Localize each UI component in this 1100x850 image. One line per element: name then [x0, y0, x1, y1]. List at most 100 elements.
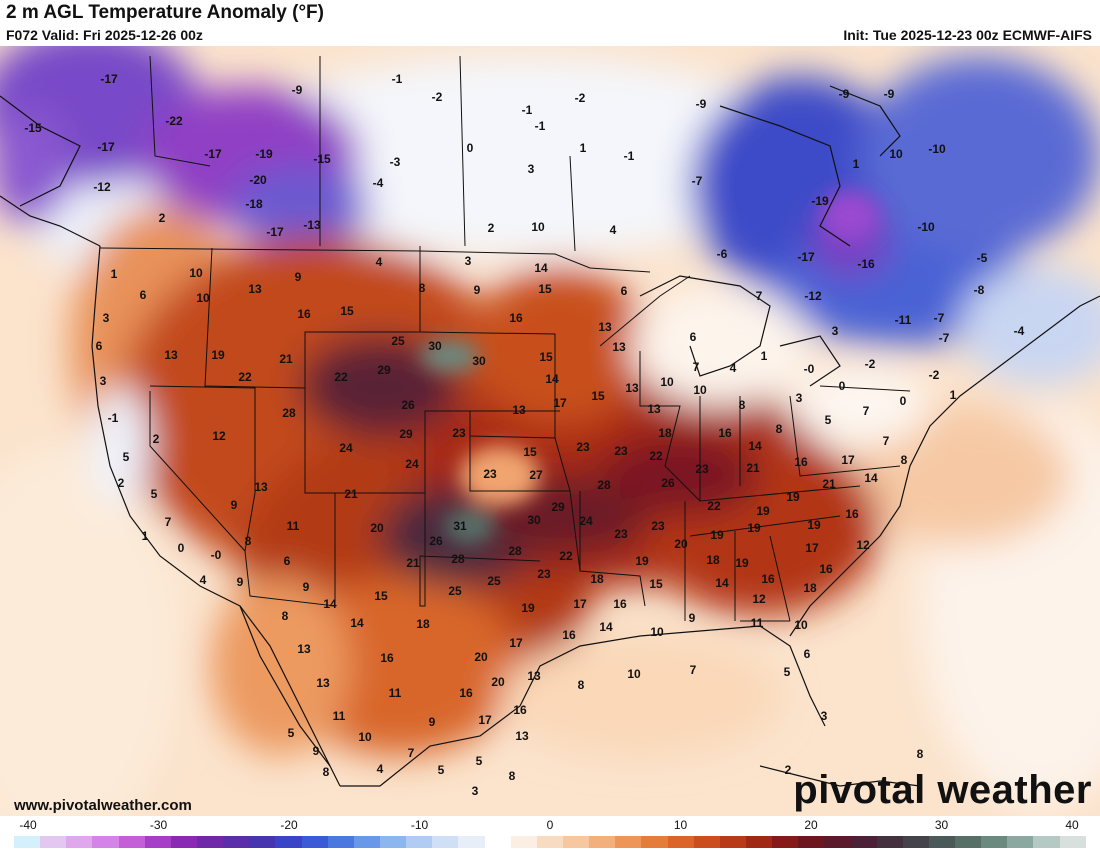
colorbar-swatch — [1007, 836, 1034, 848]
anomaly-value-label: 7 — [408, 746, 415, 760]
colorbar-swatch — [170, 836, 197, 848]
anomaly-value-label: 7 — [165, 515, 172, 529]
anomaly-value-label: 13 — [647, 402, 661, 416]
colorbar-swatch — [772, 836, 799, 848]
colorbar-swatch — [249, 836, 276, 848]
anomaly-value-label: 0 — [178, 541, 185, 555]
anomaly-value-label: 24 — [405, 457, 419, 471]
anomaly-value-label: -1 — [108, 411, 119, 425]
anomaly-value-label: 14 — [715, 576, 729, 590]
anomaly-value-label: 21 — [344, 487, 358, 501]
colorbar-swatch — [118, 836, 145, 848]
anomaly-value-label: 9 — [237, 575, 244, 589]
anomaly-value-label: 8 — [323, 765, 330, 779]
anomaly-value-label: 14 — [748, 439, 762, 453]
colorbar-swatch — [1059, 836, 1086, 848]
anomaly-value-label: 8 — [739, 398, 746, 412]
anomaly-value-label: 1 — [761, 349, 768, 363]
colorbar-swatch — [223, 836, 250, 848]
anomaly-value-label: 14 — [350, 616, 364, 630]
anomaly-value-label: -19 — [255, 147, 273, 161]
anomaly-value-label: -8 — [974, 283, 985, 297]
anomaly-value-label: 23 — [695, 462, 709, 476]
anomaly-value-label: 19 — [211, 348, 225, 362]
colorbar-swatch — [92, 836, 119, 848]
anomaly-value-label: 13 — [515, 729, 529, 743]
anomaly-value-label: 26 — [661, 476, 675, 490]
anomaly-value-label: 3 — [796, 391, 803, 405]
colorbar-swatch — [589, 836, 616, 848]
anomaly-value-label: -11 — [895, 313, 912, 327]
anomaly-value-label: 30 — [472, 354, 486, 368]
anomaly-value-label: -16 — [857, 257, 875, 271]
coastlines — [0, 85, 1100, 787]
anomaly-value-label: 26 — [429, 534, 443, 548]
anomaly-value-label: 19 — [521, 601, 535, 615]
anomaly-value-label: 25 — [487, 574, 501, 588]
anomaly-value-label: 3 — [103, 311, 110, 325]
anomaly-value-label: -7 — [939, 331, 950, 345]
anomaly-value-label: 5 — [151, 487, 158, 501]
anomaly-value-label: 5 — [825, 413, 832, 427]
anomaly-value-label: 23 — [651, 519, 665, 533]
anomaly-value-label: 20 — [370, 521, 384, 535]
anomaly-value-label: 28 — [597, 478, 611, 492]
anomaly-value-label: -9 — [884, 87, 895, 101]
colorbar-tick: 40 — [1065, 818, 1079, 832]
anomaly-value-label: 17 — [553, 396, 567, 410]
anomaly-value-label: 11 — [333, 709, 346, 723]
anomaly-value-labels: -17-9-1-2 -2 -9-9 -9-15 -22-1-1-17 -17 -19 -15-… — [24, 72, 1024, 798]
colorbar-swatch — [562, 836, 590, 848]
anomaly-value-label: 8 — [578, 678, 585, 692]
anomaly-value-label: 18 — [803, 581, 817, 595]
anomaly-value-label: 17 — [478, 713, 492, 727]
anomaly-value-label: -15 — [313, 152, 331, 166]
anomaly-value-label: 29 — [551, 500, 565, 514]
anomaly-value-label: 18 — [590, 572, 604, 586]
anomaly-value-label: -18 — [245, 197, 263, 211]
anomaly-value-label: 14 — [323, 597, 337, 611]
anomaly-value-label: 10 — [693, 383, 707, 397]
anomaly-value-label: 1 — [853, 157, 860, 171]
colorbar-swatch — [719, 836, 746, 848]
colorbar-swatch — [745, 836, 773, 848]
anomaly-value-label: 16 — [297, 307, 311, 321]
anomaly-value-label: 21 — [406, 556, 420, 570]
anomaly-value-label: -3 — [390, 155, 401, 169]
colorbar-swatch — [928, 836, 956, 848]
anomaly-value-label: 10 — [627, 667, 641, 681]
anomaly-value-label: 3 — [472, 784, 479, 798]
colorbar-swatch — [14, 836, 41, 848]
anomaly-value-label: 11 — [287, 519, 300, 533]
anomaly-value-label: -9 — [292, 83, 303, 97]
anomaly-value-label: -1 — [522, 103, 533, 117]
anomaly-value-label: 28 — [451, 552, 465, 566]
state-borders — [99, 55, 911, 622]
anomaly-value-label: 2 — [118, 476, 125, 490]
anomaly-value-label: 8 — [245, 534, 252, 548]
anomaly-value-label: 15 — [539, 350, 553, 364]
anomaly-value-label: -1 — [392, 72, 403, 86]
anomaly-value-label: 10 — [358, 730, 372, 744]
anomaly-value-label: 11 — [751, 616, 764, 630]
anomaly-value-label: -17 — [97, 140, 115, 154]
anomaly-value-label: -1 — [624, 149, 635, 163]
anomaly-value-label: 17 — [841, 453, 855, 467]
anomaly-value-label: 16 — [513, 703, 527, 717]
anomaly-value-label: -22 — [165, 114, 183, 128]
anomaly-value-label: 8 — [282, 609, 289, 623]
anomaly-value-label: 14 — [864, 471, 878, 485]
anomaly-value-label: 6 — [140, 288, 147, 302]
anomaly-value-label: 17 — [573, 597, 587, 611]
colorbar-swatch — [144, 836, 171, 848]
anomaly-value-label: 23 — [452, 426, 466, 440]
anomaly-value-label: 10 — [794, 618, 808, 632]
anomaly-value-label: 16 — [718, 426, 732, 440]
anomaly-value-label: 31 — [453, 519, 467, 533]
anomaly-value-label: 2 — [488, 221, 495, 235]
anomaly-value-label: -5 — [977, 251, 988, 265]
anomaly-value-label: 22 — [649, 449, 663, 463]
colorbar-swatch — [615, 836, 642, 848]
anomaly-value-label: 13 — [512, 403, 526, 417]
anomaly-value-label: 7 — [863, 404, 870, 418]
